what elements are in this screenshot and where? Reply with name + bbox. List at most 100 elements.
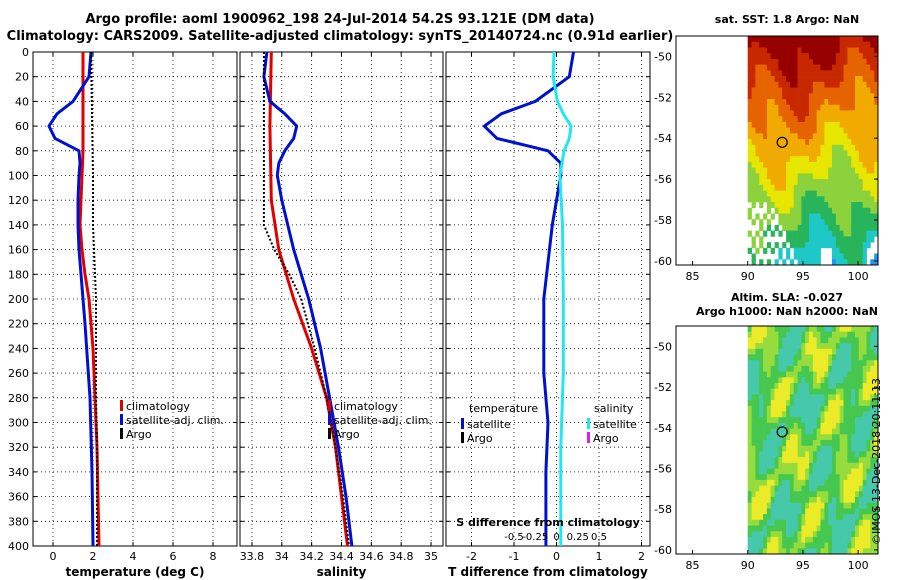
map-cell [858, 502, 863, 509]
map-cell [747, 64, 752, 71]
map-cell [778, 87, 783, 94]
map-cell [782, 110, 787, 117]
map-cell [851, 253, 856, 260]
map-cell [774, 337, 779, 344]
map-cell [847, 383, 852, 390]
map-cell [809, 422, 814, 429]
map-cell [801, 377, 806, 384]
map-cell [782, 422, 787, 429]
map-cell [824, 519, 829, 526]
map-cell [835, 468, 841, 475]
map-cell [847, 519, 852, 526]
map-cell [816, 87, 821, 94]
map-cell [778, 519, 783, 526]
map-cell [809, 236, 814, 243]
map-cell [824, 190, 829, 197]
map-cell [774, 377, 779, 384]
map-cell [816, 121, 821, 128]
x-tick-label: -1 [509, 550, 520, 563]
map-cell [805, 139, 810, 146]
map-cell [870, 514, 875, 521]
map-cell [801, 331, 806, 338]
map-cell [843, 190, 848, 197]
map-cell [770, 383, 775, 390]
map-cell [870, 144, 875, 151]
map-cell [839, 213, 844, 220]
map-cell [755, 337, 760, 344]
map-cell [793, 167, 798, 174]
map-cell [828, 417, 833, 424]
map-cell [828, 64, 833, 71]
map-lon-tick-label: 95 [796, 270, 810, 283]
map-cell [858, 440, 863, 447]
map-cell [855, 93, 860, 100]
map-cell [874, 542, 879, 549]
map-cell [874, 326, 879, 333]
map-cell [824, 457, 829, 464]
x-tick-label: 2 [638, 550, 645, 563]
map-cell [774, 434, 779, 441]
map-cell [812, 156, 818, 163]
map-cell [809, 213, 814, 220]
map-cell [832, 87, 837, 94]
map-cell [774, 161, 779, 168]
map-cell [851, 247, 856, 254]
map-cell [805, 156, 810, 163]
map-cell [805, 377, 810, 384]
map-cell [770, 150, 775, 157]
map-cell [858, 247, 863, 254]
map-cell [843, 81, 848, 88]
map-cell [789, 411, 795, 418]
map-cell [786, 41, 791, 48]
map-cell [820, 468, 825, 475]
map-cell [759, 139, 764, 146]
map-cell [866, 133, 871, 140]
map-cell [751, 542, 756, 549]
map-cell [793, 116, 798, 123]
map-cell [862, 348, 867, 355]
map-cell [851, 93, 856, 100]
map-cell [782, 156, 787, 163]
map-cell [843, 360, 848, 367]
map-cell [747, 531, 752, 538]
map-cell [855, 116, 860, 123]
copyright-credit: ©IMOS 13-Dec-2018 20:11:13 [870, 378, 883, 545]
map-cell [786, 440, 791, 447]
map-cell [851, 542, 856, 549]
map-cell [759, 394, 764, 401]
map-cell [755, 434, 760, 441]
temperature-profile-panel [32, 51, 238, 547]
map-cell [782, 360, 787, 367]
map-cell [797, 173, 802, 180]
map-cell [789, 525, 795, 532]
map-cell [778, 41, 783, 48]
map-cell [759, 36, 764, 43]
map-cell [816, 53, 821, 60]
map-cell [851, 388, 856, 395]
map-cell [774, 394, 779, 401]
map-cell [797, 331, 802, 338]
map-cell [820, 531, 825, 538]
map-cell [747, 411, 752, 418]
map-cell [828, 116, 833, 123]
map-cell [839, 144, 844, 151]
map-cell [770, 47, 775, 54]
map-cell [805, 525, 810, 532]
map-cell [843, 491, 848, 498]
map-cell [866, 104, 871, 111]
map-cell [843, 202, 848, 209]
map-cell [820, 76, 825, 83]
map-cell [805, 508, 810, 515]
map-cell [843, 457, 848, 464]
map-cell [782, 58, 787, 65]
map-cell [766, 417, 772, 424]
map-cell [751, 190, 756, 197]
map-cell [774, 536, 779, 543]
map-cell [789, 354, 795, 361]
map-cell [747, 377, 752, 384]
map-cell [858, 253, 863, 260]
map-cell [782, 144, 787, 151]
map-cell [747, 104, 752, 111]
map-cell [812, 219, 818, 226]
map-cell [774, 93, 779, 100]
